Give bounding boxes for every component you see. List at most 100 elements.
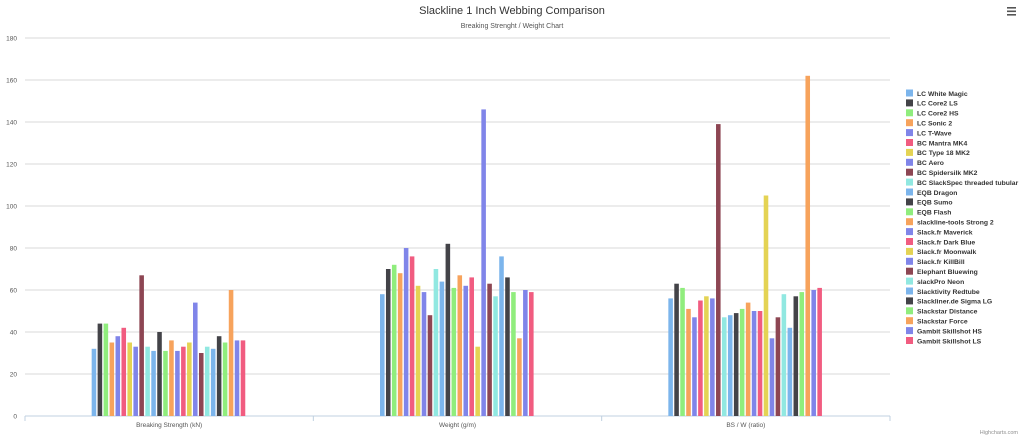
bar[interactable] (145, 346, 150, 416)
bar[interactable] (781, 294, 787, 416)
bar[interactable] (727, 315, 733, 416)
bar[interactable] (775, 317, 781, 416)
bar[interactable] (799, 292, 805, 416)
bar[interactable] (157, 332, 162, 416)
bar[interactable] (385, 269, 391, 416)
bar[interactable] (169, 340, 174, 416)
bar[interactable] (133, 346, 138, 416)
bar[interactable] (409, 256, 415, 416)
legend-item[interactable]: LC Sonic 2 (906, 119, 952, 128)
legend-item[interactable]: LC Core2 HS (906, 109, 959, 118)
bar[interactable] (739, 308, 745, 416)
bar[interactable] (499, 256, 504, 416)
bar[interactable] (680, 287, 685, 416)
bar[interactable] (668, 298, 673, 416)
bar[interactable] (115, 336, 121, 416)
bar[interactable] (745, 302, 751, 416)
bar[interactable] (151, 350, 156, 416)
credits-link[interactable]: Highcharts.com (980, 430, 1019, 436)
bar[interactable] (427, 315, 433, 416)
bar[interactable] (529, 292, 534, 416)
bar[interactable] (763, 195, 769, 417)
bar[interactable] (523, 290, 528, 416)
legend-item[interactable]: BC Type 18 MK2 (906, 148, 970, 157)
bar[interactable] (222, 342, 228, 417)
legend-item[interactable]: Elephant Bluewing (906, 267, 978, 276)
bar[interactable] (103, 323, 109, 416)
bar[interactable] (204, 346, 210, 416)
bar[interactable] (234, 340, 240, 416)
legend-item[interactable]: Slackliner.de Sigma LG (906, 297, 992, 306)
bar[interactable] (805, 75, 811, 417)
bar[interactable] (163, 350, 168, 416)
bar[interactable] (817, 287, 822, 416)
bar[interactable] (187, 342, 192, 417)
hamburger-menu-icon[interactable] (1007, 7, 1016, 16)
bar[interactable] (716, 124, 721, 416)
bar[interactable] (228, 290, 234, 416)
bar[interactable] (733, 313, 739, 416)
bar[interactable] (710, 298, 715, 416)
bar[interactable] (451, 287, 457, 416)
legend-item[interactable]: Slack.fr KillBill (906, 257, 965, 266)
bar[interactable] (439, 281, 445, 416)
legend-item[interactable]: LC Core2 LS (906, 99, 958, 108)
legend-item[interactable]: Slackstar Distance (906, 307, 978, 316)
legend-item[interactable]: EQB Sumo (906, 198, 953, 207)
bar[interactable] (433, 269, 439, 416)
bar[interactable] (445, 243, 451, 416)
bar[interactable] (475, 346, 480, 416)
bar[interactable] (674, 283, 679, 416)
bar[interactable] (511, 292, 516, 416)
bar[interactable] (380, 294, 385, 416)
bar[interactable] (769, 338, 775, 416)
bar[interactable] (175, 350, 180, 416)
bar[interactable] (787, 327, 793, 416)
bar[interactable] (686, 308, 691, 416)
bar[interactable] (127, 342, 132, 417)
legend-item[interactable]: BC Aero (906, 158, 944, 167)
legend-item[interactable]: BC Spidersilk MK2 (906, 168, 978, 177)
legend-item[interactable]: Slack.fr Maverick (906, 228, 973, 236)
bar[interactable] (91, 348, 97, 416)
legend-item[interactable]: Slack.fr Moonwalk (906, 247, 977, 256)
bar[interactable] (109, 342, 115, 417)
bar[interactable] (698, 300, 703, 417)
bar[interactable] (403, 248, 409, 416)
bar[interactable] (97, 323, 103, 416)
legend-item[interactable]: slackline-tools Strong 2 (906, 218, 994, 227)
bar[interactable] (181, 346, 186, 416)
bar[interactable] (487, 283, 492, 416)
bar[interactable] (415, 285, 421, 416)
legend-item[interactable]: Slack.fr Dark Blue (906, 238, 975, 246)
legend-item[interactable]: BC SlackSpec threaded tubular (906, 178, 1019, 187)
legend-item[interactable]: BC Mantra MK4 (906, 139, 967, 147)
bar[interactable] (421, 292, 427, 416)
bar[interactable] (139, 275, 144, 416)
bar[interactable] (457, 275, 463, 416)
bar[interactable] (210, 348, 216, 416)
legend-item[interactable]: LC T-Wave (906, 129, 952, 137)
bar[interactable] (198, 353, 204, 416)
legend-item[interactable]: Slackstar Force (906, 317, 968, 326)
bar[interactable] (793, 296, 799, 416)
legend-item[interactable]: LC White Magic (906, 89, 968, 98)
bar[interactable] (216, 336, 222, 416)
legend-item[interactable]: Gambit Skillshot LS (906, 337, 982, 345)
bar[interactable] (692, 317, 697, 416)
legend-item[interactable]: Gambit Skillshot HS (906, 327, 982, 335)
bar[interactable] (721, 317, 727, 416)
bar[interactable] (240, 340, 246, 416)
bar[interactable] (757, 311, 763, 416)
bar[interactable] (505, 277, 510, 416)
bar[interactable] (493, 296, 498, 416)
bar[interactable] (391, 264, 397, 416)
legend-item[interactable]: Slacktivity Redtube (906, 287, 980, 296)
bar[interactable] (397, 273, 403, 416)
bar[interactable] (811, 290, 816, 416)
bar[interactable] (704, 296, 709, 416)
legend-item[interactable]: EQB Dragon (906, 188, 957, 197)
bar[interactable] (751, 311, 757, 416)
bar[interactable] (469, 277, 474, 416)
bar[interactable] (121, 327, 127, 416)
